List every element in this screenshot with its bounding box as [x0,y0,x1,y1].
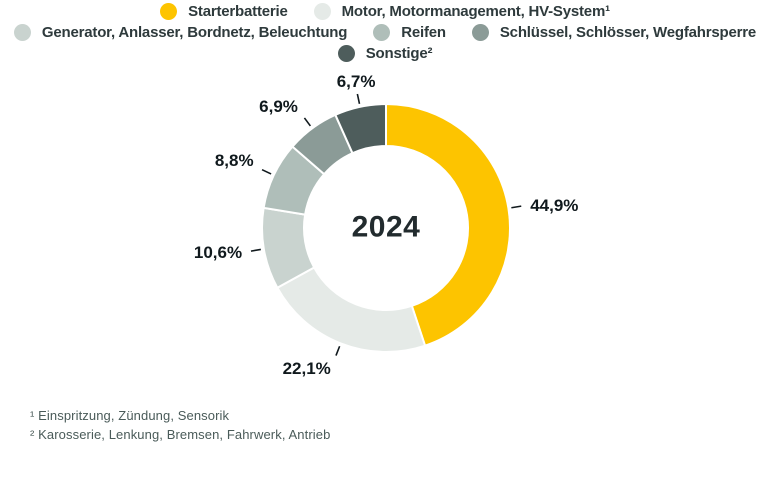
legend-dot-reifen-icon [373,24,391,41]
legend-item-generator: Generator, Anlasser, Bordnetz, Beleuchtu… [13,24,348,41]
percent-label-1: 22,1% [283,359,331,378]
legend-dot-motor-icon [313,3,331,20]
percent-label-leader-4 [303,117,312,127]
legend-label-generator: Generator, Anlasser, Bordnetz, Beleuchtu… [41,24,348,41]
legend-item-reifen: Reifen [373,24,446,41]
legend-label-starterbatterie: Starterbatterie [188,3,288,20]
legend-row-1: Starterbatterie Motor, Motormanagement, … [160,3,610,20]
legend-label-sonstige: Sonstige² [365,45,433,62]
legend-dot-generator-icon [13,24,31,41]
percent-label-leader-3 [261,168,272,175]
legend-label-motor: Motor, Motormanagement, HV-System¹ [341,3,610,20]
legend-item-motor: Motor, Motormanagement, HV-System¹ [313,3,610,20]
donut-center-year: 2024 [351,210,421,244]
percent-label-0: 44,9% [530,196,578,215]
legend-dot-starterbatterie-icon [160,3,178,20]
footnote-1: ¹ Einspritzung, Zündung, Sensorik [30,408,230,423]
legend-label-reifen: Reifen [401,24,446,41]
percent-label-2: 10,6% [194,243,242,262]
chart-legend: Starterbatterie Motor, Motormanagement, … [0,3,770,62]
percent-label-leader-1 [335,345,341,356]
legend-item-starterbatterie: Starterbatterie [160,3,288,20]
percent-label-3: 8,8% [215,151,254,170]
percent-label-5: 6,7% [337,72,376,91]
legend-label-schluessel: Schlüssel, Schlösser, Wegfahrsperre [499,24,757,41]
legend-row-2: Generator, Anlasser, Bordnetz, Beleuchtu… [13,24,757,41]
legend-dot-sonstige-icon [337,45,355,62]
donut-slice-1 [275,266,427,353]
percent-label-leader-0 [511,205,522,209]
percent-label-leader-5 [356,93,361,104]
footnote-2: ² Karosserie, Lenkung, Bremsen, Fahrwerk… [30,427,331,442]
percent-label-leader-2 [250,248,261,252]
donut-slice-5 [334,102,387,155]
legend-dot-schluessel-icon [471,24,489,41]
percent-label-4: 6,9% [259,97,298,116]
donut-slice-0 [385,102,511,347]
footnotes: ¹ Einspritzung, Zündung, Sensorik ² Karo… [30,406,330,444]
legend-row-3: Sonstige² [337,45,433,62]
legend-item-sonstige: Sonstige² [337,45,433,62]
legend-item-schluessel: Schlüssel, Schlösser, Wegfahrsperre [471,24,757,41]
